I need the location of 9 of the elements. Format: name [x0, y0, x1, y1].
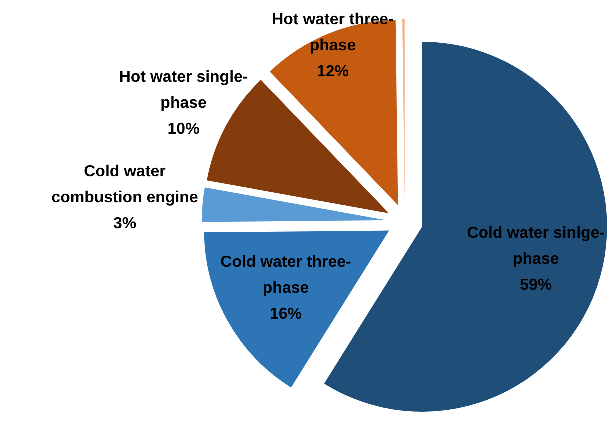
- slice-label: Cold water combustion engine: [52, 164, 198, 207]
- slice-label: Hot water single-phase: [119, 68, 248, 112]
- data-label: 10%: [168, 120, 200, 138]
- data-label: 3%: [113, 216, 137, 233]
- slice-label: Cold water three-phase: [220, 254, 352, 298]
- data-label: 59%: [520, 276, 552, 294]
- slice-label: Cold water sinlge-phase: [467, 224, 606, 268]
- data-label: 12%: [316, 64, 349, 81]
- data-label: 16%: [270, 306, 302, 324]
